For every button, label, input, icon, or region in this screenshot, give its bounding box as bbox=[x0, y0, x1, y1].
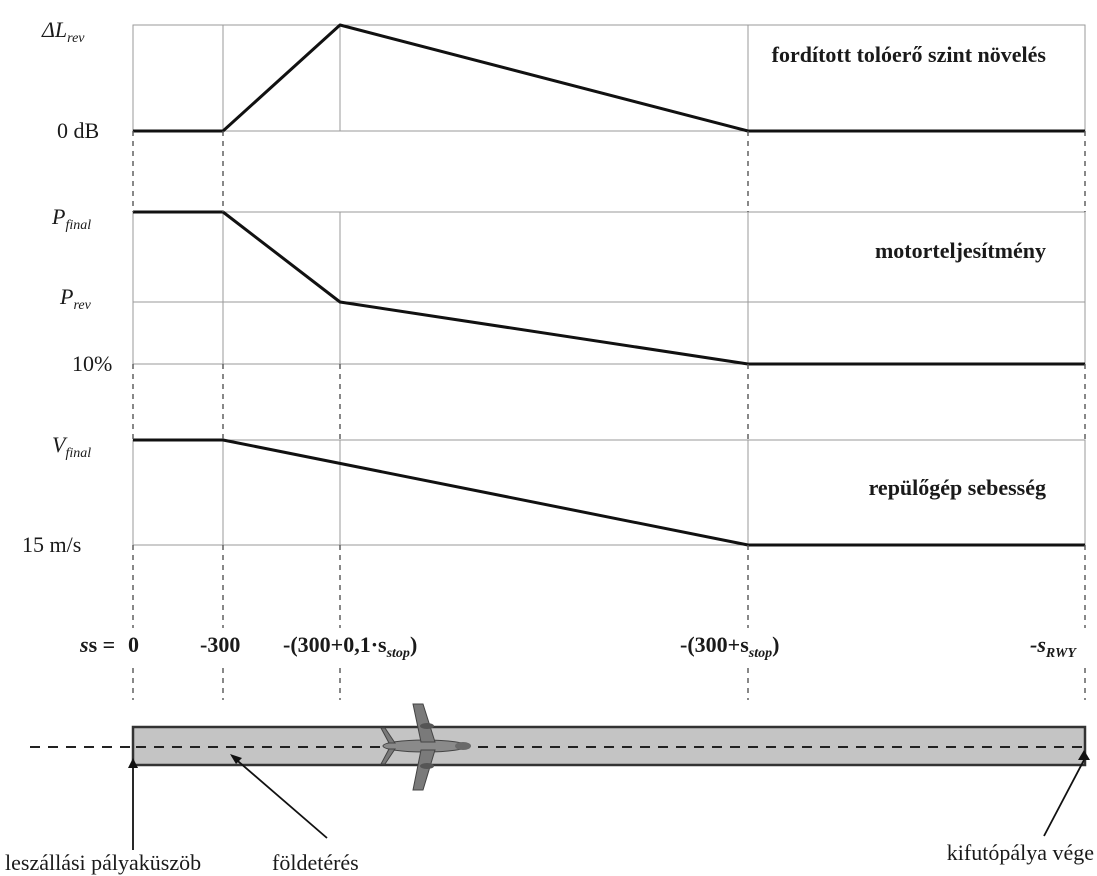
threshold-label: leszállási pályaküszöb bbox=[5, 850, 201, 875]
reference-dashes bbox=[132, 131, 1086, 700]
thrust-curve bbox=[133, 23, 1085, 133]
power-panel: Pfinal Prev 10% motorteljesítmény bbox=[51, 204, 1086, 376]
power-panel-frame bbox=[132, 211, 1086, 365]
touchdown-label: földetérés bbox=[272, 850, 359, 875]
runway-end-marker-icon bbox=[1078, 750, 1090, 760]
speed-vfinal-label: Vfinal bbox=[52, 432, 91, 461]
runway bbox=[30, 725, 1090, 768]
touchdown-arrowhead-icon bbox=[230, 754, 242, 764]
distance-tick-sstop: -(300+sstop) bbox=[680, 632, 779, 661]
power-ymin-label: 10% bbox=[72, 351, 112, 376]
speed-panel-frame bbox=[132, 439, 1086, 546]
thrust-panel-frame bbox=[132, 24, 1086, 132]
power-prev-label: Prev bbox=[59, 284, 92, 313]
speed-ymin-label: 15 m/s bbox=[22, 532, 81, 557]
distance-axis: ss = 0 -300 -(300+0,1·sstop) -(300+sstop… bbox=[79, 632, 1077, 661]
distance-tick-0: 0 bbox=[128, 632, 139, 657]
power-curve bbox=[133, 210, 1085, 366]
airplane-icon bbox=[380, 703, 471, 791]
pointer-arrows bbox=[132, 754, 1085, 850]
distance-tick-300: -300 bbox=[200, 632, 240, 657]
threshold-marker-icon bbox=[128, 758, 138, 768]
distance-tick-sstop01: -(300+0,1·sstop) bbox=[283, 632, 417, 661]
runway-end-label: kifutópálya vége bbox=[947, 840, 1094, 865]
speed-panel-title: repülőgép sebesség bbox=[869, 475, 1046, 500]
runway-end-arrow bbox=[1043, 759, 1085, 837]
distance-axis-prefix: ss = bbox=[79, 632, 115, 657]
distance-axis-prefix-text: s = bbox=[89, 632, 116, 657]
speed-curve bbox=[133, 438, 1085, 547]
speed-panel: Vfinal 15 m/s repülőgép sebesség bbox=[22, 432, 1086, 557]
thrust-ymax-label: ΔLrev bbox=[41, 17, 85, 46]
power-pfinal-label: Pfinal bbox=[51, 204, 91, 233]
power-panel-title: motorteljesítmény bbox=[875, 238, 1046, 263]
thrust-ymin-label: 0 dB bbox=[57, 118, 99, 143]
thrust-panel: ΔLrev 0 dB fordított tolóerő szint növel… bbox=[41, 17, 1086, 143]
distance-tick-srwy: -sRWY bbox=[1030, 632, 1077, 661]
thrust-panel-title: fordított tolóerő szint növelés bbox=[772, 42, 1047, 67]
touchdown-arrow bbox=[231, 755, 328, 839]
